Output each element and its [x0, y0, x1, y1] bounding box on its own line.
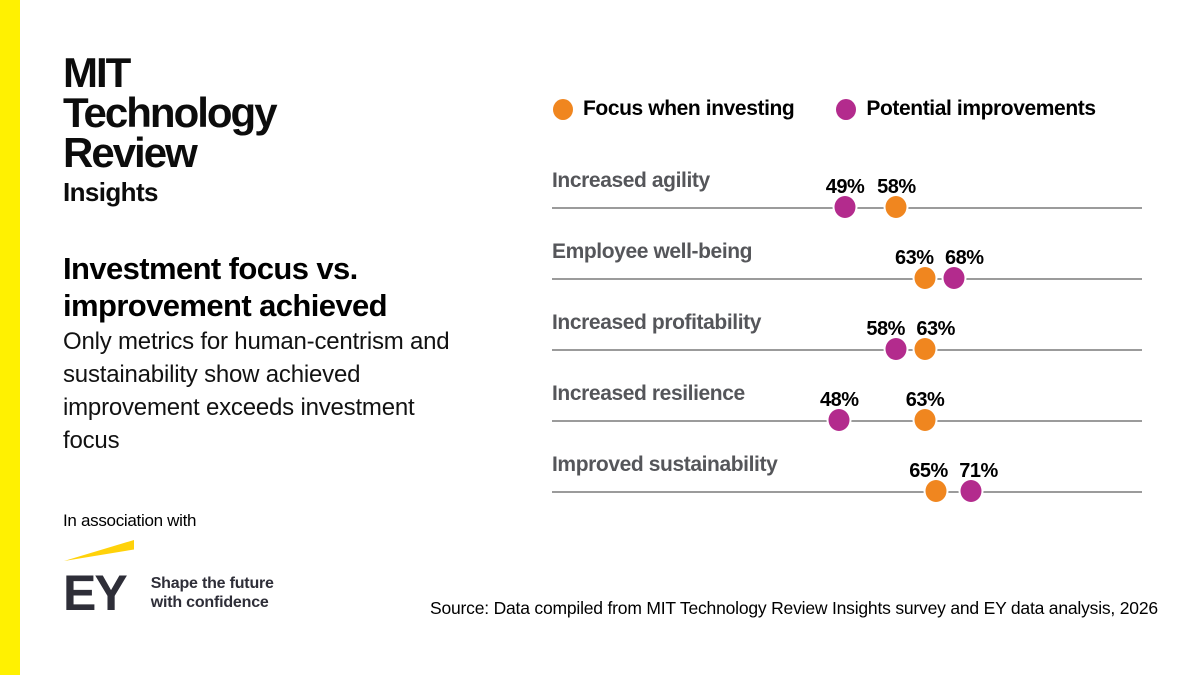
- axis-baseline: [552, 349, 1142, 351]
- value-label: 58%: [866, 318, 905, 340]
- value-label: 49%: [825, 176, 865, 198]
- legend-item-improvements: Potential improvements: [836, 97, 1096, 121]
- category-label: Increased resilience: [552, 382, 745, 405]
- value-label: 63%: [916, 318, 955, 340]
- association-label: In association with: [63, 511, 197, 530]
- ey-wordmark: EY: [63, 565, 128, 621]
- improvement-dot: [826, 407, 852, 433]
- value-label: 58%: [877, 176, 916, 198]
- mit-technology-review-logo: MIT Technology Review Insights: [63, 49, 278, 210]
- value-label: 63%: [905, 389, 945, 411]
- dot-plot-chart: Increased agility 49% 58% Employee well-bei…: [552, 147, 1142, 504]
- category-label: Increased agility: [552, 169, 710, 192]
- legend-item-focus: Focus when investing: [553, 97, 795, 121]
- brand-yellow-bar: [0, 0, 20, 675]
- page-title: Investment focus vs. improvement achieve…: [63, 251, 388, 323]
- logo-line-technology: Technology: [63, 89, 278, 136]
- page-subtitle: Only metrics for human-centrism and sust…: [63, 328, 450, 454]
- value-label: 63%: [895, 247, 934, 269]
- source-note: Source: Data compiled from MIT Technolog…: [430, 598, 1158, 618]
- focus-dot: [912, 265, 938, 291]
- chart-legend: Focus when investing Potential improveme…: [553, 97, 1096, 121]
- value-label: 65%: [909, 460, 948, 482]
- ey-beam-icon: [64, 540, 134, 561]
- ey-tagline: Shape the future with confidence: [151, 574, 274, 612]
- improvement-dot: [883, 336, 909, 362]
- value-label: 71%: [959, 460, 998, 482]
- chart-row: Increased agility 49% 58%: [552, 147, 1142, 220]
- axis-baseline: [552, 491, 1142, 493]
- ey-tagline-line2: with confidence: [150, 594, 269, 611]
- improvements-legend-dot-icon: [836, 98, 857, 120]
- focus-dot: [912, 336, 938, 362]
- chart-row: Improved sustainability 65% 71%: [552, 431, 1142, 504]
- value-label: 68%: [945, 247, 984, 269]
- legend-label-improvements: Potential improvements: [866, 97, 1096, 120]
- ey-logo: EY Shape the future with confidence: [63, 540, 274, 621]
- value-label: 48%: [820, 389, 859, 411]
- logo-insights-label: Insights: [63, 177, 158, 207]
- improvement-dot: [941, 265, 967, 291]
- logo-line-review: Review: [63, 129, 198, 176]
- ey-beam-shape: [64, 540, 134, 561]
- chart-row: Increased resilience 48% 63%: [552, 360, 1142, 433]
- chart-row: Increased profitability 58% 63%: [552, 289, 1142, 362]
- ey-tagline-line1: Shape the future: [150, 575, 274, 592]
- focus-dot: [883, 194, 909, 220]
- legend-label-focus: Focus when investing: [583, 97, 795, 120]
- focus-legend-dot-icon: [553, 98, 573, 120]
- category-label: Improved sustainability: [552, 453, 778, 476]
- axis-baseline: [552, 278, 1142, 280]
- focus-dot: [923, 478, 949, 504]
- focus-dot: [912, 407, 938, 433]
- improvement-dot: [958, 478, 984, 504]
- logo-line-mit: MIT: [63, 49, 131, 96]
- improvement-dot: [832, 194, 858, 220]
- category-label: Employee well-being: [552, 240, 753, 263]
- category-label: Increased profitability: [552, 311, 762, 334]
- chart-row: Employee well-being 63% 68%: [552, 218, 1142, 291]
